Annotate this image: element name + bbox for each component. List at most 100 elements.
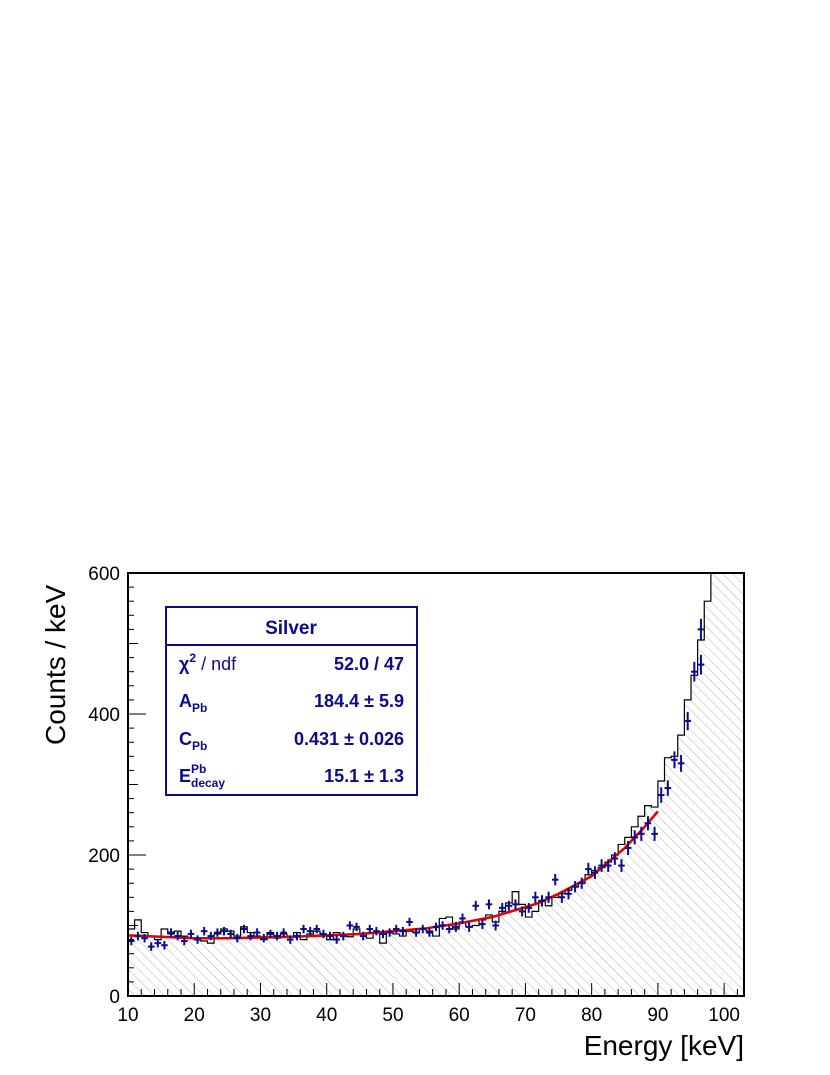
data-point — [326, 931, 334, 941]
stats-row-label: χ2 / ndf — [179, 651, 237, 674]
data-point — [644, 816, 652, 831]
data-point — [677, 754, 685, 772]
x-tick-label: 80 — [581, 1005, 602, 1026]
data-point — [161, 941, 168, 950]
data-point — [459, 913, 466, 924]
data-point — [267, 929, 274, 939]
stats-row-value: 184.4 ± 5.9 — [314, 691, 404, 711]
x-tick-label: 70 — [515, 1005, 536, 1026]
data-point — [392, 924, 400, 934]
data-point — [286, 935, 294, 944]
data-point — [220, 926, 228, 936]
data-point — [366, 924, 374, 934]
stats-box-title: Silver — [265, 618, 317, 639]
data-point — [399, 926, 407, 936]
data-point — [657, 787, 665, 803]
data-point — [585, 862, 592, 876]
data-point — [353, 922, 360, 932]
data-point — [651, 826, 658, 841]
data-point — [260, 933, 268, 943]
y-axis-title: Counts / keV — [40, 584, 71, 745]
x-tick-label: 90 — [647, 1005, 668, 1026]
data-point — [339, 931, 347, 941]
data-point — [532, 891, 539, 903]
data-point — [604, 859, 612, 872]
data-point — [472, 900, 480, 911]
data-point — [578, 877, 586, 889]
data-point — [187, 929, 195, 939]
data-point — [147, 942, 155, 951]
x-axis-title: Energy [keV] — [584, 1030, 744, 1061]
data-point — [518, 906, 526, 917]
y-tick-label: 400 — [88, 705, 120, 726]
stats-row-label: APb — [179, 691, 207, 715]
data-point — [174, 931, 181, 941]
data-point — [551, 874, 559, 886]
stats-box: Silver χ2 / ndf 52.0 / 47 APb 184.4 ± 5.9 CP… — [165, 606, 418, 796]
data-point — [280, 928, 287, 937]
data-point — [306, 926, 314, 936]
stats-row: EPb decay 15.1 ± 1.3 — [179, 762, 404, 790]
data-point — [671, 751, 678, 769]
data-point — [598, 859, 605, 872]
data-point — [426, 928, 433, 937]
fit-curve-layer — [128, 810, 659, 940]
data-point — [293, 931, 301, 941]
data-point — [512, 899, 519, 910]
data-point — [638, 826, 645, 841]
stats-rows: χ2 / ndf 52.0 / 47 APb 184.4 ± 5.9 CPb 0.431 … — [179, 651, 404, 790]
y-tick-label: 600 — [88, 564, 120, 585]
data-point — [412, 928, 420, 937]
data-point — [300, 924, 307, 934]
data-point — [247, 931, 254, 941]
histogram — [128, 573, 744, 996]
data-point — [631, 830, 639, 845]
stats-row: CPb 0.431 ± 0.026 — [179, 729, 404, 753]
data-point — [214, 928, 221, 937]
y-tick-label: 200 — [88, 846, 120, 867]
data-point — [664, 780, 672, 796]
data-points — [128, 618, 705, 951]
data-point — [479, 919, 486, 930]
stats-box-frame — [165, 606, 418, 796]
stats-row-value: 15.1 ± 1.3 — [324, 766, 404, 786]
data-point — [565, 888, 572, 900]
stats-row: APb 184.4 ± 5.9 — [179, 691, 404, 715]
stats-row-label: CPb — [179, 729, 207, 753]
data-point — [498, 902, 506, 913]
data-point — [571, 881, 579, 893]
data-point — [697, 618, 705, 640]
data-point — [167, 928, 175, 937]
data-point — [227, 929, 234, 939]
data-point — [558, 891, 566, 903]
data-point — [691, 661, 698, 682]
data-point — [492, 920, 499, 931]
data-point — [320, 929, 327, 939]
data-point — [591, 866, 599, 879]
data-point — [452, 921, 460, 932]
data-point — [525, 902, 533, 913]
data-point — [359, 931, 367, 941]
data-point — [240, 924, 248, 934]
data-point — [624, 840, 632, 855]
data-point — [618, 859, 625, 872]
x-tick-label: 10 — [117, 1005, 138, 1026]
x-tick-label: 20 — [184, 1005, 205, 1026]
data-point — [432, 922, 440, 932]
histogram-outline — [128, 573, 744, 996]
x-tick-label: 60 — [449, 1005, 470, 1026]
data-point — [273, 931, 281, 941]
data-point — [485, 899, 493, 910]
y-tick-label: 0 — [109, 987, 120, 1008]
data-point — [465, 921, 473, 932]
stats-row-label: EPb decay — [179, 762, 225, 790]
histogram-fill — [128, 573, 744, 996]
data-point — [386, 928, 393, 937]
data-point — [379, 929, 387, 939]
data-point — [313, 924, 321, 934]
data-point — [505, 900, 513, 911]
x-tick-label: 40 — [316, 1005, 337, 1026]
data-point — [333, 935, 340, 944]
x-tick-label: 30 — [250, 1005, 271, 1026]
